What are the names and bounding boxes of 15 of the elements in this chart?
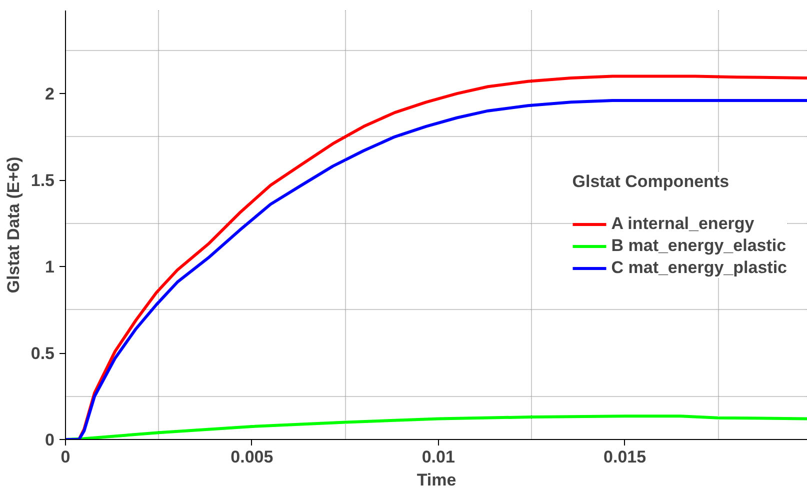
x-tick-label: 0.01 bbox=[422, 448, 455, 466]
legend-title: Glstat Components bbox=[572, 172, 730, 192]
y-tick-label: 1 bbox=[45, 258, 55, 277]
legend-label: A internal_energy bbox=[611, 214, 754, 234]
y-tick-label: 2 bbox=[45, 84, 55, 104]
y-tick-label: 0 bbox=[45, 430, 55, 450]
x-axis-title: Time bbox=[416, 470, 456, 490]
x-tick-label: 0 bbox=[60, 448, 70, 466]
y-tick-label: 0.5 bbox=[30, 344, 55, 364]
x-tick-label: 0.015 bbox=[604, 448, 646, 466]
legend-label: B mat_energy_elastic bbox=[611, 236, 786, 256]
legend-label: C mat_energy_plastic bbox=[611, 258, 787, 278]
x-tick-label: 0.005 bbox=[230, 448, 274, 466]
y-axis-title: Glstat Data (E+6) bbox=[4, 156, 23, 294]
y-tick-label: 1.5 bbox=[30, 171, 55, 190]
